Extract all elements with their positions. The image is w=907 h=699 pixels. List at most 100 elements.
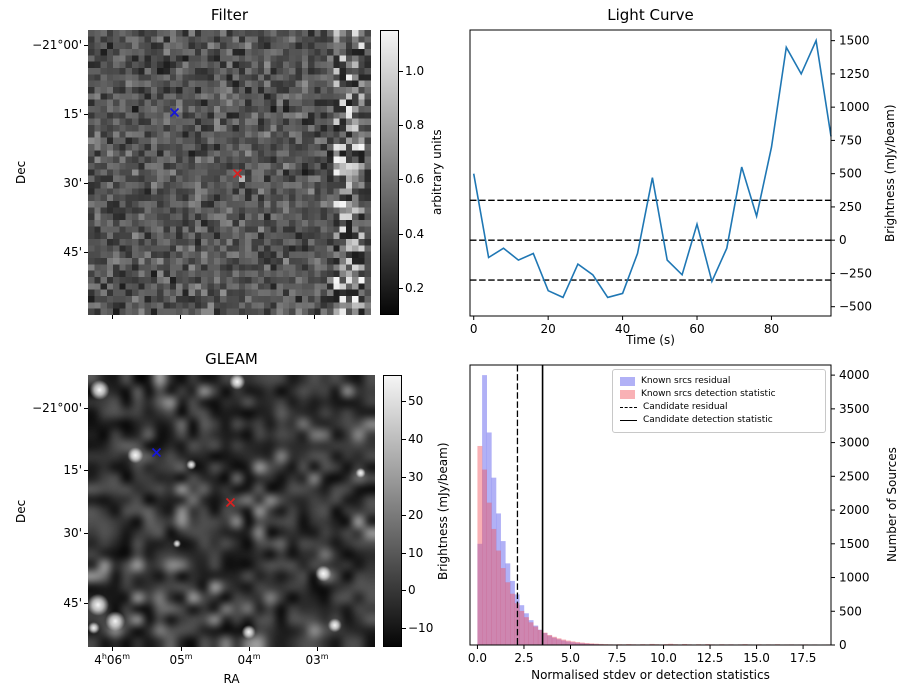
y-tick-label: 1500 [839, 34, 870, 48]
y-tick-label: 500 [839, 604, 862, 618]
candidate-marker [225, 498, 235, 508]
dec-tick-mark [84, 252, 88, 253]
x-tick-mark [246, 315, 248, 319]
hist-bar [510, 593, 515, 645]
dec-tick-label: 45' [63, 245, 82, 259]
x-tick-label: 40 [615, 322, 630, 336]
hist-bar [575, 642, 581, 645]
colorbar-tick-mark [399, 179, 403, 181]
hist-bar [496, 513, 501, 645]
legend-patch-blue-icon [620, 377, 635, 386]
x-tick-label: 7.5 [607, 651, 626, 665]
hist-bar [579, 643, 585, 645]
colorbar-tick-label: −10 [408, 621, 434, 636]
hist-bar [598, 643, 604, 645]
ra-tick-label: 05m [169, 652, 193, 667]
x-tick-label: 12.5 [697, 651, 724, 665]
ra-unit-superscript: m [184, 652, 193, 661]
known-source-marker [170, 107, 180, 117]
x-tick-label: 80 [764, 322, 779, 336]
dec-tick-mark [84, 532, 88, 534]
ra-unit-superscript: m [122, 652, 130, 661]
colorbar-tick-label: 30 [408, 470, 424, 484]
dec-tick-mark [84, 183, 88, 185]
y-tick-label: 1250 [839, 67, 870, 81]
y-tick-label: 2500 [839, 469, 870, 483]
legend-item-candidate-detection: Candidate detection statistic [620, 415, 818, 426]
hist-bar [561, 640, 567, 645]
y-tick-label: −500 [839, 300, 872, 314]
hist-bar [556, 638, 562, 645]
hist-bar [556, 639, 562, 645]
dec-tick-label: −21°00' [32, 400, 82, 415]
colorbar-tick-mark [402, 439, 406, 441]
histogram-legend: Known srcs residual Known srcs detection… [612, 369, 826, 433]
light-curve-title: Light Curve [607, 6, 694, 24]
hist-bar [505, 582, 511, 645]
hist-bar [477, 445, 483, 645]
hist-bar [496, 550, 501, 645]
colorbar-tick-label: 0 [408, 583, 416, 598]
colorbar-tick-label: 1.0 [405, 63, 425, 78]
ra-unit-superscript: m [252, 652, 261, 661]
light-curve-xlabel: Time (s) [626, 333, 675, 347]
x-tick-label: 5.0 [561, 651, 580, 665]
hist-bar [528, 622, 534, 645]
dec-tick-label: 15' [63, 107, 82, 122]
histogram-xlabel: Normalised stdev or detection statistics [531, 668, 770, 682]
ra-unit-superscript: h [101, 652, 107, 661]
hist-bar [682, 643, 688, 645]
x-tick-mark [249, 647, 250, 651]
light-curve-ylabel: Brightness (mJy/beam) [883, 104, 897, 242]
hist-bar [579, 642, 585, 645]
colorbar-tick-label: 50 [408, 394, 424, 409]
histogram-plot: 0.0 2.5 5.0 7.5 10.0 12.5 15.0 17.5 0 500 1000 1500… [468, 364, 870, 665]
colorbar-tick-label: 20 [408, 507, 424, 522]
hist-bar [537, 629, 543, 645]
hist-bar [668, 643, 674, 645]
hist-bar [542, 633, 548, 645]
legend-patch-pink-icon [620, 390, 635, 399]
colorbar-tick-label: 10 [408, 545, 424, 560]
x-tick-label: 17.5 [790, 651, 817, 665]
colorbar-tick-mark [399, 125, 403, 126]
ra-unit-superscript: m [320, 652, 329, 661]
filter-ylabel: Dec [14, 160, 28, 185]
y-tick-label: 500 [839, 167, 862, 181]
hist-bar [491, 528, 497, 645]
hist-bar [533, 626, 539, 645]
gleam-sky-image [88, 375, 375, 647]
hist-bar [500, 568, 506, 645]
y-tick-label: −250 [839, 266, 872, 280]
hist-bar [547, 634, 553, 645]
x-tick-label: 60 [689, 322, 704, 336]
hist-bar [593, 643, 599, 645]
legend-item-known-detection: Known srcs detection statistic [620, 389, 818, 400]
ra-tick-label: 03m [305, 652, 329, 667]
hist-bar [547, 635, 553, 645]
candidate-marker [232, 169, 242, 179]
axes-frame [469, 364, 832, 646]
dec-tick-label: 45' [63, 596, 82, 611]
hist-bar [519, 605, 525, 645]
hist-bar [575, 642, 581, 645]
dec-tick-label: 30' [63, 525, 82, 540]
ra-tick-label: 04m [237, 652, 261, 667]
y-tick-label: 0 [839, 233, 847, 247]
gleam-colorbar [383, 375, 402, 647]
ra-tick-label: 4h06m [94, 652, 130, 667]
x-tick-label: 0.0 [468, 651, 487, 665]
gleam-xlabel: RA [223, 672, 240, 686]
x-tick-label: 15.0 [743, 651, 770, 665]
hist-bar [570, 641, 576, 645]
x-tick-mark [317, 647, 319, 651]
dec-tick-mark [84, 45, 88, 47]
y-tick-label: 0 [839, 638, 847, 652]
axes-frame [469, 29, 832, 317]
colorbar-tick-label: 0.8 [405, 118, 425, 132]
dec-tick-mark [84, 114, 88, 116]
filter-colorbar [380, 30, 399, 315]
legend-item-known-residual: Known srcs residual [620, 376, 818, 387]
legend-dashed-line-icon [620, 407, 637, 408]
y-tick-label: 1000 [839, 571, 870, 585]
